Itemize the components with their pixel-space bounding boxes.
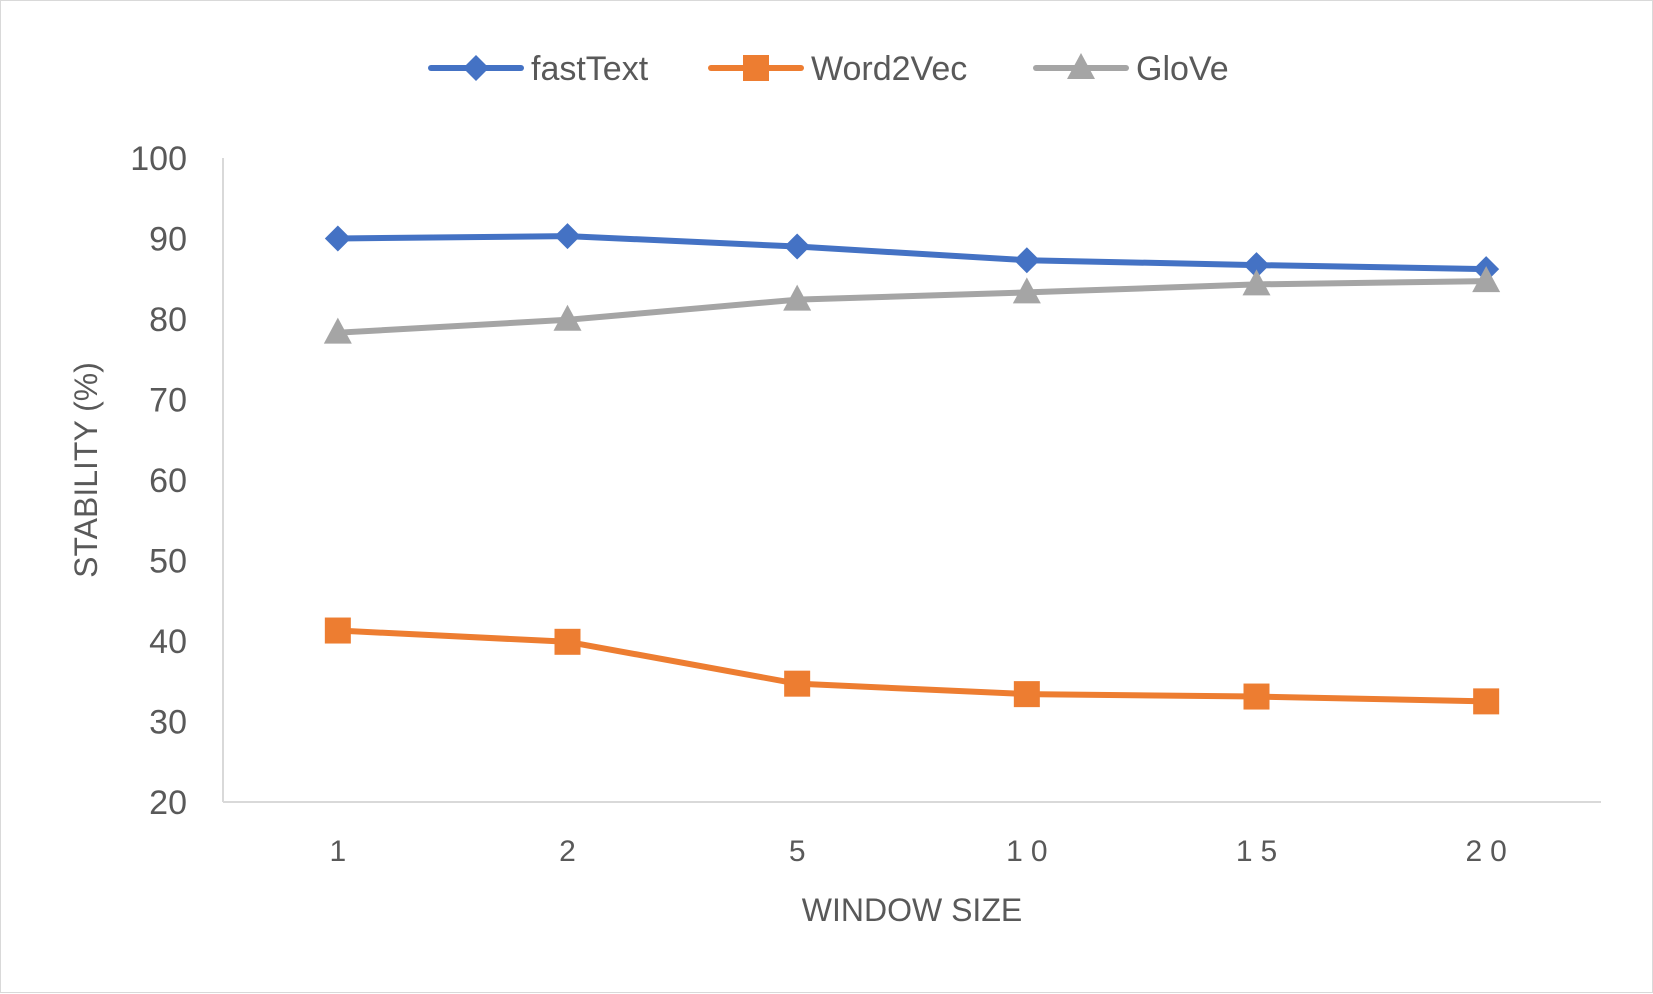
series-line (334, 278, 1490, 336)
series-fasttext (324, 223, 1500, 283)
data-point-diamond (324, 225, 351, 252)
x-tick-label: 5 (789, 835, 814, 868)
data-point-triangle (323, 317, 352, 344)
data-point-diamond (1013, 247, 1040, 274)
data-point-square (324, 617, 351, 644)
data-point-square (554, 628, 581, 655)
legend-label: GloVe (1136, 50, 1229, 88)
legend-marker-triangle (1067, 53, 1095, 79)
x-tick-label: 2 (559, 835, 584, 868)
legend-label: fastText (531, 50, 649, 88)
legend-item-word2vec: Word2Vec (708, 50, 967, 88)
data-point-triangle (1472, 266, 1501, 293)
data-point-square (1243, 683, 1270, 710)
data-point-square (1473, 688, 1500, 715)
x-tick-label: 1 (329, 835, 354, 868)
data-point-triangle (1012, 277, 1041, 304)
data-point-triangle (783, 284, 812, 311)
y-tick-label: 100 (130, 140, 187, 178)
data-point-triangle (1242, 269, 1271, 296)
series-line (334, 233, 1490, 273)
y-tick-label: 90 (149, 221, 187, 259)
data-point-diamond (1243, 252, 1270, 279)
series-glove (323, 266, 1501, 344)
series-word2vec (324, 617, 1500, 715)
y-tick-label: 50 (149, 543, 187, 581)
y-tick-label: 80 (149, 301, 187, 339)
legend: fastText Word2Vec GloVe (428, 50, 1229, 88)
x-tick-label: 20 (1465, 835, 1514, 868)
legend-item-glove: GloVe (1033, 50, 1229, 88)
y-tick-label: 70 (149, 382, 187, 420)
y-tick-label: 30 (149, 704, 187, 742)
x-axis: 1 2 5 10 15 20 (223, 801, 1601, 868)
y-tick-label: 20 (149, 784, 187, 822)
data-point-diamond (784, 233, 811, 260)
legend-marker-square (743, 55, 769, 81)
data-point-diamond (554, 223, 581, 250)
data-point-square (784, 670, 811, 697)
y-axis: 20 30 40 50 60 70 80 90 100 (130, 140, 224, 822)
x-axis-title: WINDOW SIZE (802, 892, 1022, 928)
y-tick-label: 60 (149, 462, 187, 500)
legend-item-fasttext: fastText (428, 50, 649, 88)
y-tick-label: 40 (149, 623, 187, 661)
data-point-square (1013, 681, 1040, 708)
x-tick-label: 15 (1236, 835, 1285, 868)
x-tick-label: 10 (1006, 835, 1055, 868)
legend-label: Word2Vec (811, 50, 967, 88)
legend-marker-diamond (463, 55, 489, 81)
data-point-triangle (553, 304, 582, 331)
series-line (334, 627, 1490, 705)
y-axis-title: STABILITY (%) (68, 362, 104, 578)
plot-series (323, 223, 1501, 715)
